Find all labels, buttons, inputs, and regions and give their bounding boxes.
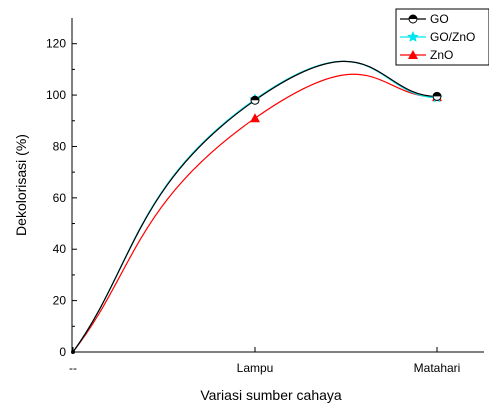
y-tick-label: 0 — [59, 345, 66, 359]
series-line-go — [72, 60, 438, 353]
marker-go-zno — [407, 30, 419, 42]
axes: 0 20 40 60 80 100 120 -- Lampu Matahari — [46, 18, 484, 375]
marker-go-fill — [433, 92, 441, 97]
y-tick-label: 100 — [46, 88, 66, 102]
marker-zno — [408, 50, 418, 59]
origin-point — [71, 350, 75, 354]
series-curves — [72, 60, 438, 353]
series-line-go-zno — [72, 60, 438, 353]
marker-go-fill — [409, 15, 417, 19]
y-tick-label: 20 — [53, 294, 67, 308]
x-axis-title: Variasi sumber cahaya — [200, 387, 342, 403]
y-tick-label: 120 — [46, 37, 66, 51]
x-tick-label: -- — [69, 361, 77, 375]
legend-label-go: GO — [430, 12, 449, 26]
y-axis-title: Dekolorisasi (%) — [13, 134, 29, 236]
y-tick-label: 80 — [53, 139, 67, 153]
y-tick-label: 40 — [53, 242, 67, 256]
marker-go-fill — [251, 96, 259, 101]
legend-label-zno: ZnO — [430, 48, 453, 62]
plot-area — [72, 18, 484, 352]
legend-label-go-zno: GO/ZnO — [430, 30, 475, 44]
series-markers — [71, 91, 443, 354]
legend: GO GO/ZnO ZnO — [395, 8, 489, 66]
x-tick-label: Matahari — [414, 361, 461, 375]
marker-zno — [250, 113, 260, 123]
x-tick-label: Lampu — [237, 361, 274, 375]
y-tick-label: 60 — [53, 191, 67, 205]
